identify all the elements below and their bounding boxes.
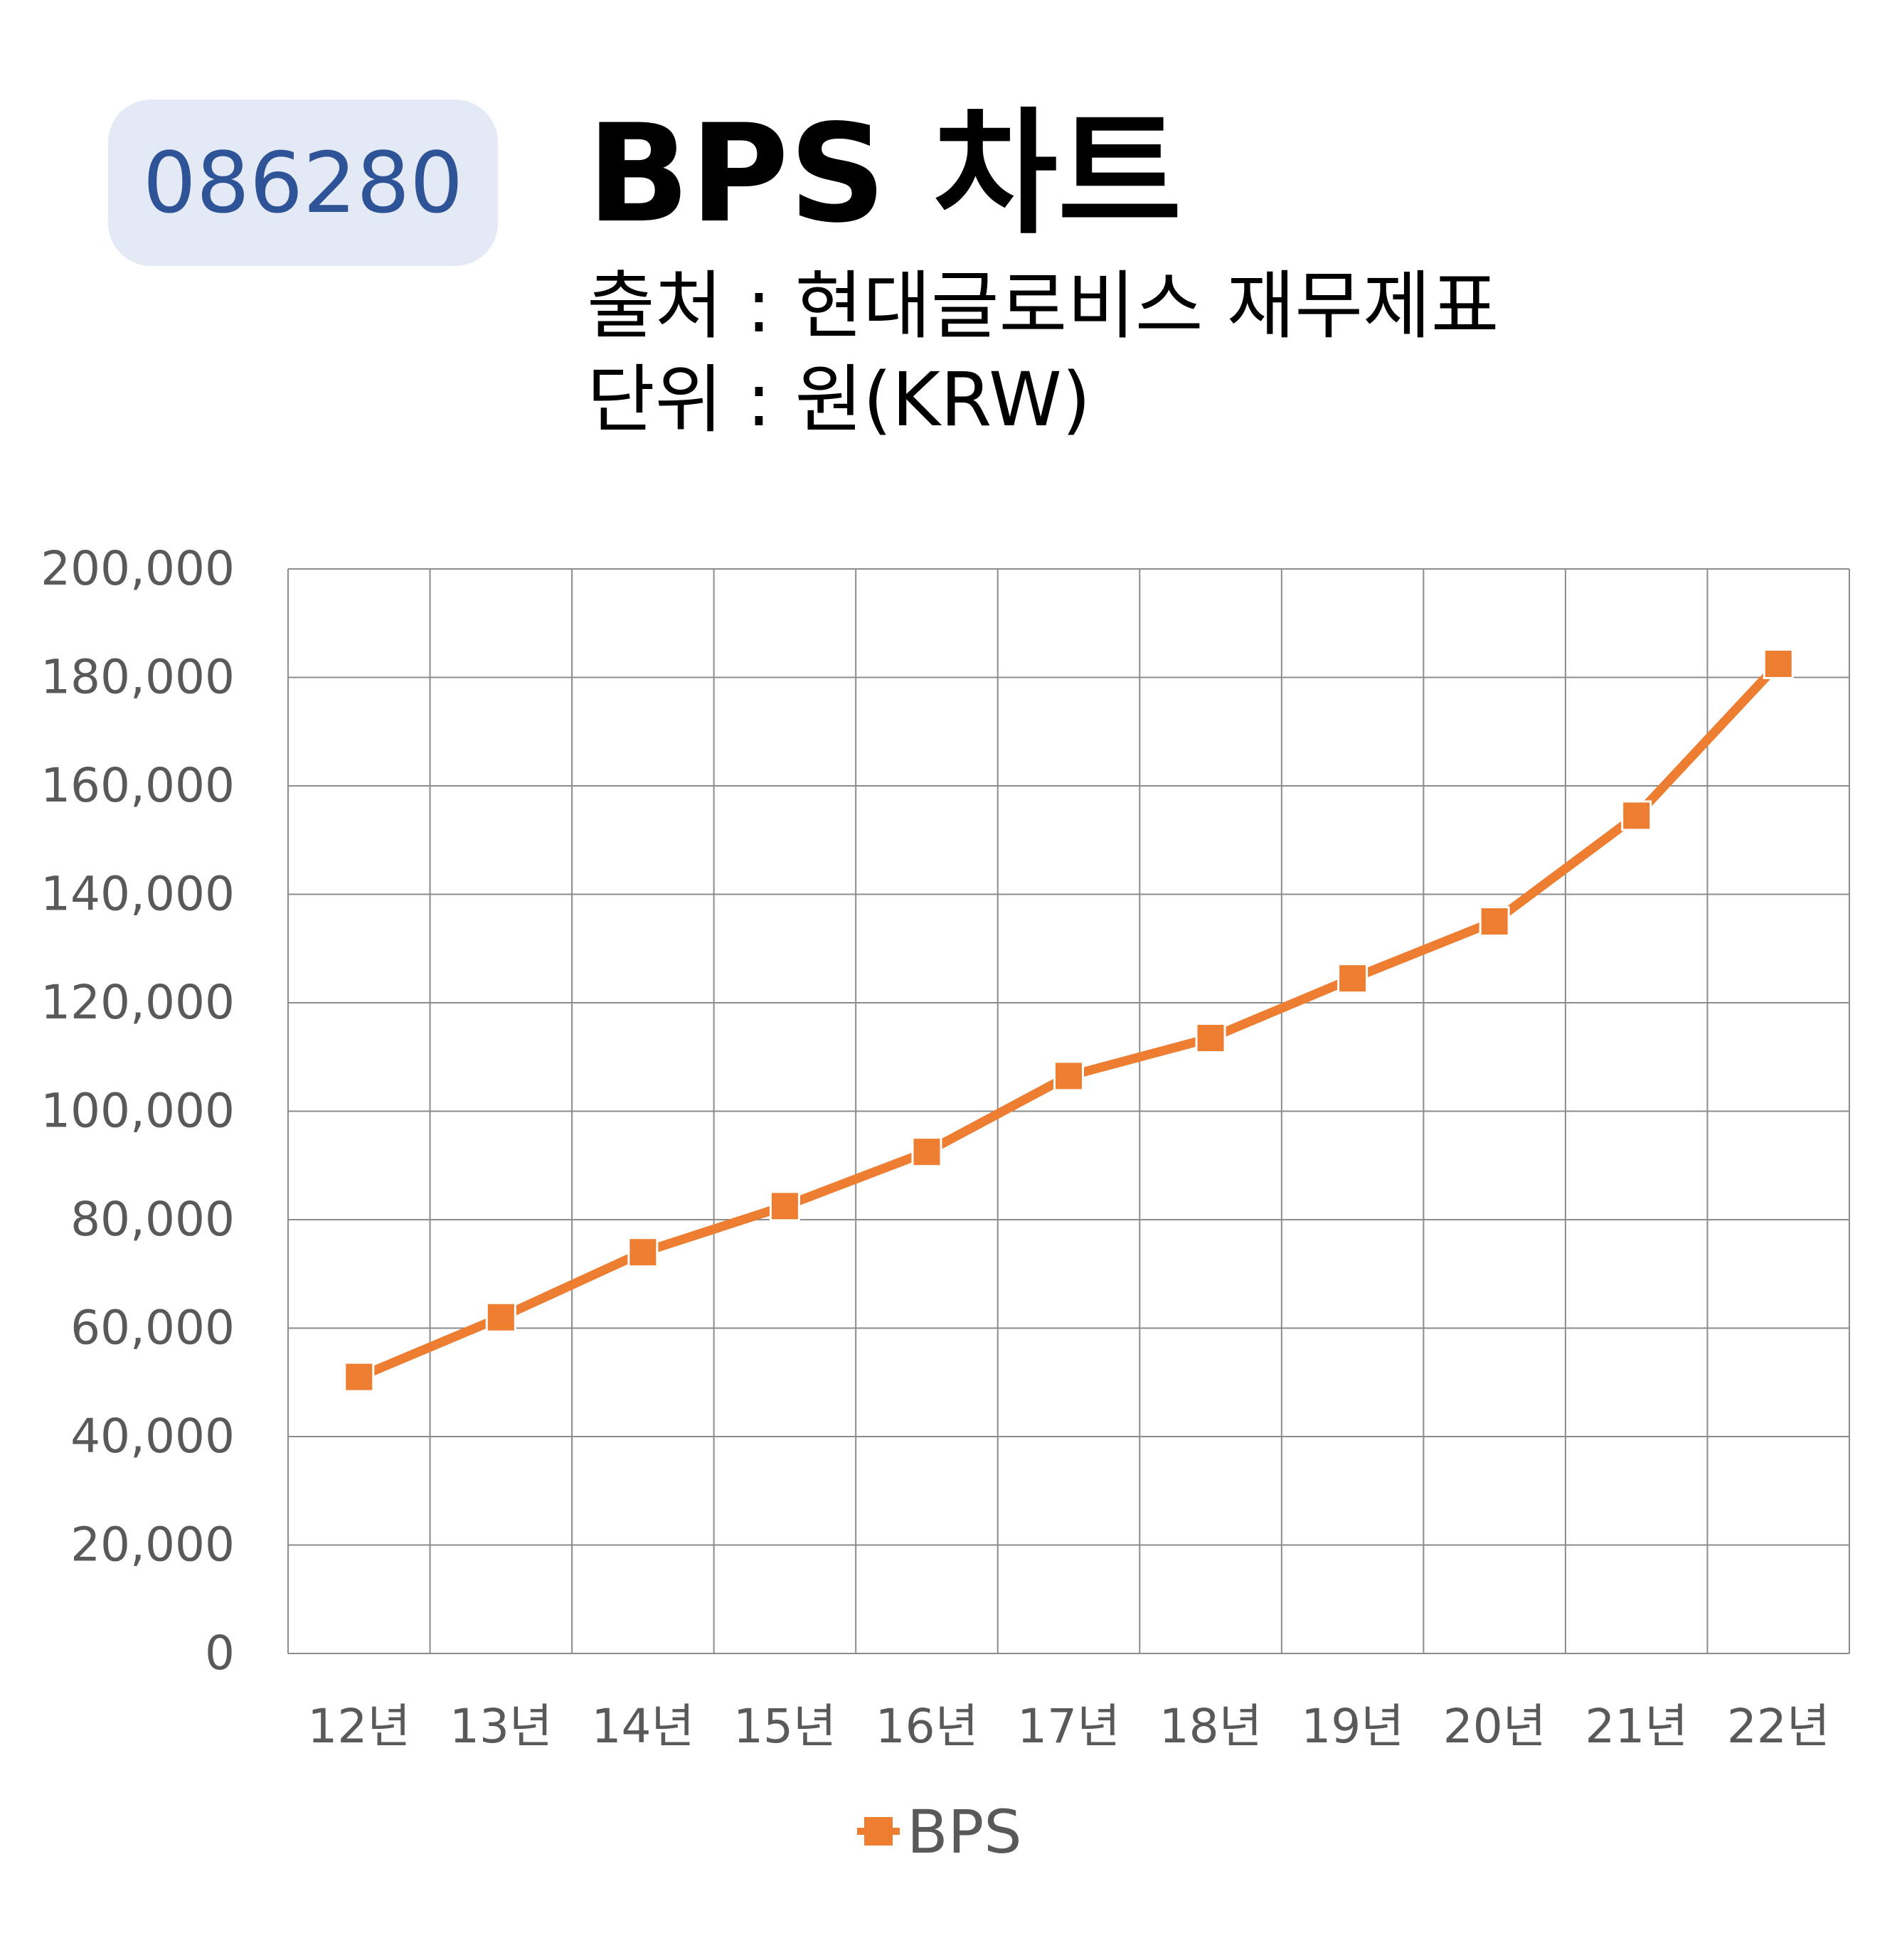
grid <box>287 568 1850 1654</box>
x-tick-label: 22년 <box>1727 1699 1830 1754</box>
data-point-marker <box>485 1301 516 1333</box>
data-point-marker <box>1195 1023 1226 1054</box>
data-point-marker <box>769 1191 800 1222</box>
x-tick-label: 21년 <box>1585 1699 1688 1754</box>
x-tick-label: 19년 <box>1301 1699 1404 1754</box>
x-tick-label: 18년 <box>1159 1699 1263 1754</box>
y-tick-label: 0 <box>205 1626 235 1681</box>
data-point-marker <box>1763 648 1794 679</box>
stock-code: 086280 <box>142 134 464 232</box>
data-point-marker <box>1479 906 1510 937</box>
data-point-marker <box>911 1136 942 1168</box>
chart-title: BPS 차트 <box>587 95 1182 252</box>
series-bps <box>344 648 1794 1392</box>
legend: BPS <box>857 1797 1022 1867</box>
y-tick-label: 160,000 <box>41 758 235 813</box>
y-tick-label: 180,000 <box>41 650 235 705</box>
data-point-marker <box>344 1361 375 1392</box>
y-tick-label: 20,000 <box>70 1518 235 1572</box>
y-tick-label: 60,000 <box>70 1301 235 1356</box>
y-tick-label: 40,000 <box>70 1409 235 1464</box>
y-tick-label: 80,000 <box>70 1192 235 1247</box>
y-tick-label: 140,000 <box>41 867 235 922</box>
data-point-marker <box>627 1237 659 1268</box>
y-tick-label: 200,000 <box>41 541 235 596</box>
y-tick-label: 120,000 <box>41 975 235 1030</box>
legend-label: BPS <box>907 1797 1022 1867</box>
data-point-marker <box>1053 1060 1084 1092</box>
x-tick-label: 15년 <box>733 1699 836 1754</box>
y-tick-label: 100,000 <box>41 1084 235 1139</box>
stock-code-badge: 086280 <box>108 100 498 266</box>
x-tick-label: 13년 <box>450 1699 553 1754</box>
x-tick-label: 14년 <box>592 1699 695 1754</box>
source-line: 출처 : 현대글로비스 재무제표 <box>587 262 1499 349</box>
x-tick-label: 12년 <box>307 1699 410 1754</box>
unit-line: 단위 : 원(KRW) <box>587 356 1091 443</box>
y-axis-ticks: 0 20,000 40,000 60,000 80,000 100,000 120,000 1… <box>41 541 235 1681</box>
x-axis-ticks: 12년 13년 14년 15년 16년 17년 18년 19년 20년 21년 22년 <box>307 1699 1829 1754</box>
x-tick-label: 17년 <box>1017 1699 1120 1754</box>
data-point-marker <box>1621 800 1652 831</box>
legend-marker <box>864 1817 893 1846</box>
x-tick-label: 16년 <box>876 1699 979 1754</box>
data-point-marker <box>1337 963 1369 994</box>
x-tick-label: 20년 <box>1443 1699 1546 1754</box>
